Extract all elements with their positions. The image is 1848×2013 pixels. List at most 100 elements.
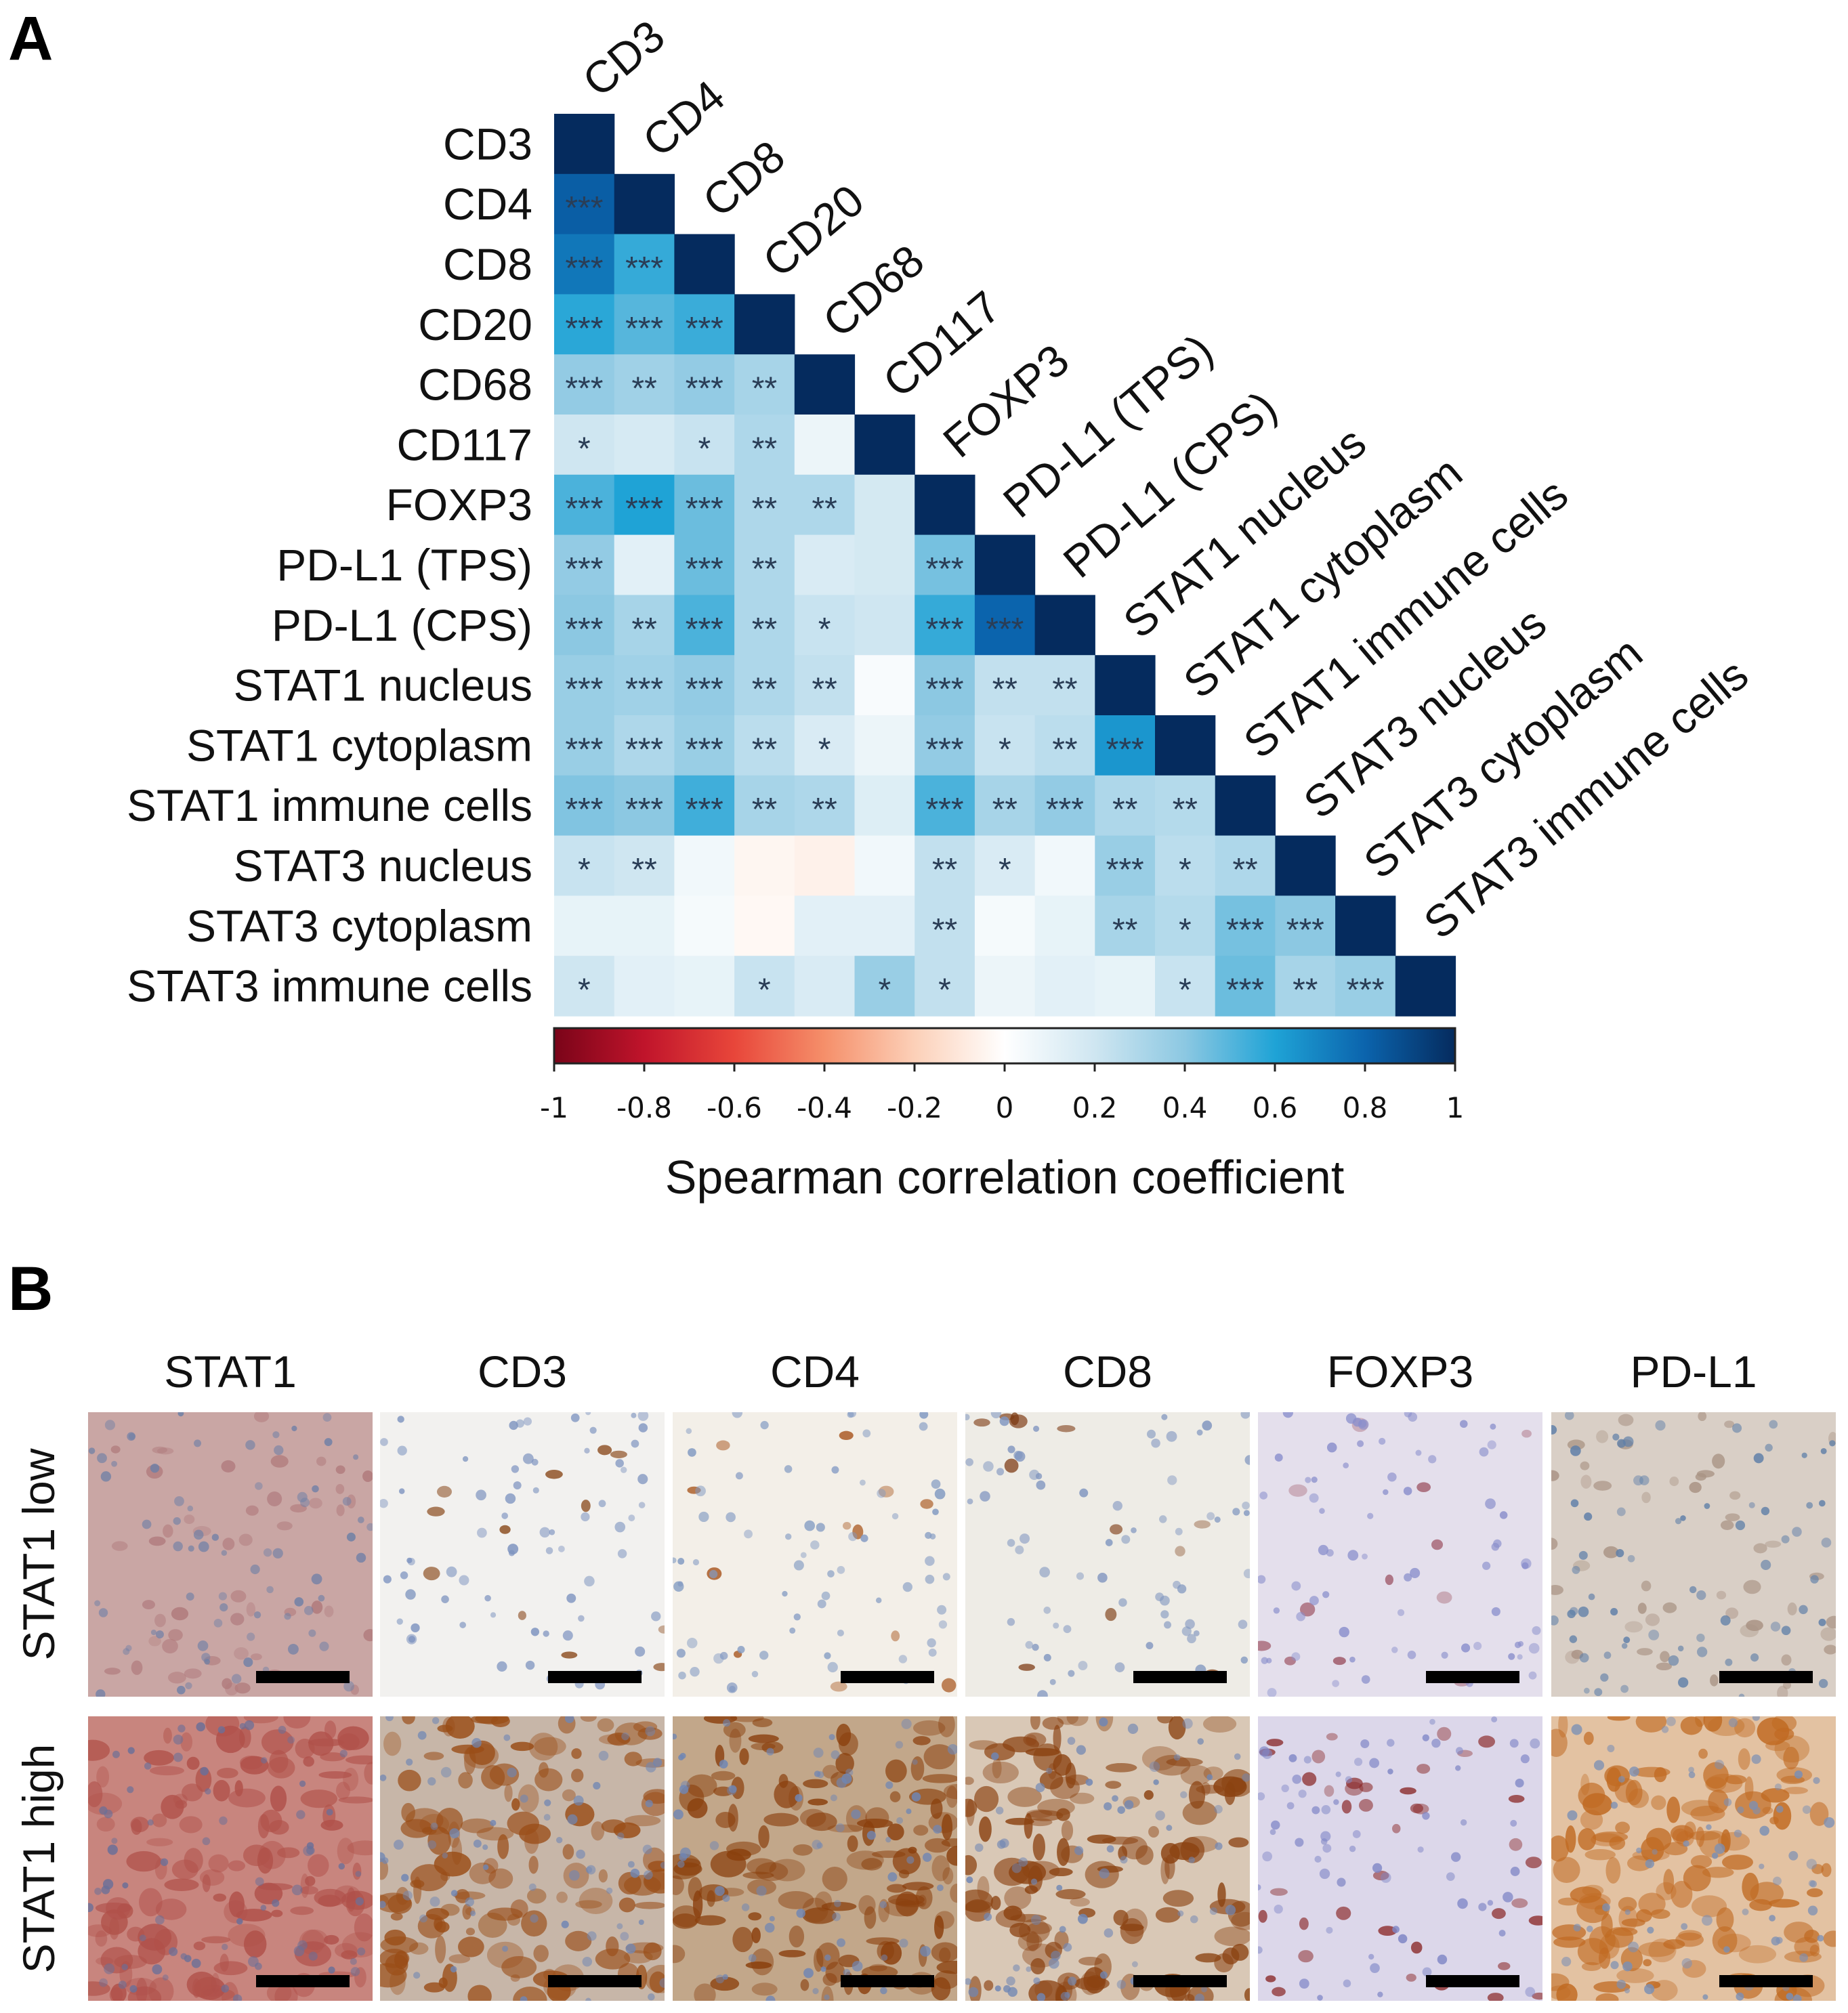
micrograph-tile — [380, 1716, 665, 2001]
significance-mark: *** — [686, 551, 723, 587]
heatmap-cell — [734, 415, 795, 475]
scale-bar — [256, 1671, 350, 1683]
significance-mark: *** — [1106, 732, 1144, 767]
heatmap-cell — [915, 655, 975, 716]
heatmap-cell — [854, 534, 915, 595]
colorbar-tick-label: 0.6 — [1253, 1091, 1298, 1124]
heatmap-cell — [915, 895, 975, 956]
micrograph-column-titles: STAT1 CD3 CD4 CD8 FOXP3 PD-L1 — [164, 1347, 1757, 1397]
heatmap-cell — [794, 534, 856, 595]
row-label: CD3 — [443, 119, 532, 169]
significance-mark: *** — [565, 251, 603, 287]
heatmap-cell — [1215, 895, 1276, 956]
heatmap-cell — [674, 715, 735, 776]
heatmap-cell — [554, 655, 615, 716]
heatmap-cell — [1215, 956, 1276, 1017]
heatmap-cell — [554, 474, 615, 536]
significance-mark: ** — [752, 732, 777, 767]
micrograph-tile — [1551, 1412, 1836, 1697]
heatmap-cell — [554, 715, 615, 776]
colorbar-ticks: -1 -0.8 -0.6 -0.4 -0.2 0 0.2 0.4 0.6 0.8 1 — [540, 1063, 1464, 1124]
heatmap-cell — [915, 775, 975, 836]
significance-mark: *** — [686, 491, 723, 527]
heatmap-cell — [674, 775, 735, 836]
row-label: STAT3 immune cells — [127, 961, 532, 1011]
significance-mark: *** — [925, 612, 963, 648]
micrograph-row-title: STAT1 high — [14, 1744, 64, 1974]
heatmap-cell — [1095, 655, 1156, 716]
heatmap-cell — [1155, 895, 1216, 956]
heatmap-cell — [1095, 715, 1156, 776]
colorbar-tick-label: 0 — [996, 1091, 1014, 1124]
heatmap-cell — [554, 835, 615, 896]
significance-mark: ** — [1052, 672, 1077, 708]
heatmap-cell — [854, 655, 915, 716]
significance-mark: *** — [686, 792, 723, 828]
significance-mark: *** — [565, 371, 603, 407]
heatmap-cell — [734, 835, 795, 896]
heatmap-cell — [734, 474, 795, 536]
micrograph-column-title: FOXP3 — [1327, 1347, 1473, 1397]
micrograph-tile — [673, 1412, 957, 1697]
heatmap-cell — [554, 956, 615, 1017]
scale-bar — [1133, 1671, 1227, 1683]
micrograph-tile — [380, 1412, 665, 1697]
significance-mark: * — [938, 973, 951, 1009]
heatmap-cell — [1034, 956, 1095, 1017]
significance-mark: *** — [1226, 912, 1264, 948]
heatmap-cell — [854, 415, 915, 475]
heatmap-cell — [794, 655, 856, 716]
significance-mark: *** — [1346, 973, 1384, 1009]
scale-bar — [256, 1975, 350, 1987]
heatmap-cell — [734, 595, 795, 656]
significance-mark: * — [1179, 852, 1192, 888]
heatmap-cell — [794, 354, 856, 415]
significance-mark: *** — [565, 311, 603, 347]
significance-mark: ** — [1173, 792, 1198, 828]
significance-mark: *** — [1106, 852, 1144, 888]
significance-mark: ** — [752, 612, 777, 648]
heatmap-cell — [554, 775, 615, 836]
heatmap-cell — [1335, 956, 1396, 1017]
significance-mark: * — [578, 431, 591, 467]
micrograph-tile — [673, 1716, 957, 2001]
heatmap-cell — [1034, 895, 1095, 956]
significance-mark: *** — [565, 732, 603, 767]
heatmap-cell — [1215, 835, 1276, 896]
significance-mark: ** — [631, 371, 656, 407]
heatmap-cell — [915, 534, 975, 595]
heatmap-cell — [734, 715, 795, 776]
heatmap-cell — [1275, 835, 1336, 896]
heatmap-cell — [614, 234, 675, 295]
significance-mark: ** — [812, 491, 837, 527]
micrograph-column-title: CD3 — [478, 1347, 567, 1397]
significance-mark: * — [578, 852, 591, 888]
heatmap-cell — [614, 415, 675, 475]
colorbar-tick-label: 0.2 — [1072, 1091, 1118, 1124]
heatmap-cell — [674, 474, 735, 536]
scale-bar — [841, 1671, 934, 1683]
panel-b-letter: B — [8, 1254, 53, 1323]
heatmap-cell — [915, 835, 975, 896]
significance-mark: ** — [1112, 912, 1137, 948]
heatmap-cell — [915, 474, 975, 536]
heatmap-cell — [1095, 956, 1156, 1017]
heatmap-cell — [974, 895, 1036, 956]
row-label: STAT1 nucleus — [234, 660, 532, 711]
heatmap-cell — [854, 595, 915, 656]
column-label: CD4 — [633, 70, 734, 167]
micrograph-column-title: STAT1 — [164, 1347, 297, 1397]
micrograph-tile — [88, 1412, 373, 1697]
heatmap-cell — [674, 234, 735, 295]
significance-mark: *** — [686, 311, 723, 347]
heatmap-cell — [674, 595, 735, 656]
significance-mark: *** — [1046, 792, 1084, 828]
significance-mark: ** — [812, 792, 837, 828]
significance-mark: * — [1179, 912, 1192, 948]
heatmap-cell — [854, 775, 915, 836]
heatmap-cell — [1155, 715, 1216, 776]
heatmap-cell — [734, 655, 795, 716]
significance-mark: * — [999, 852, 1011, 888]
micrograph-tile — [1258, 1412, 1542, 1697]
